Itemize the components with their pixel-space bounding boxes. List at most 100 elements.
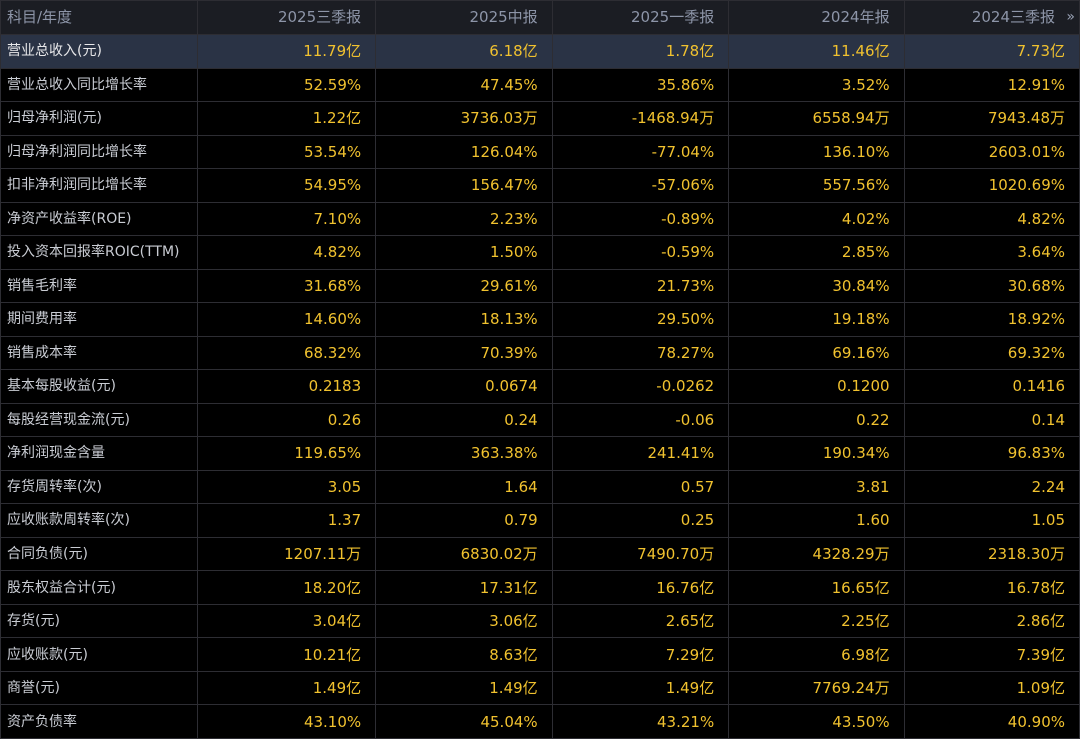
row-value-cell: -57.06% (551, 168, 730, 203)
row-value-cell: 16.65亿 (728, 570, 905, 605)
row-label: 存货周转率(次) (0, 469, 199, 505)
row-value-cell: 70.39% (375, 335, 553, 371)
table-row[interactable]: 应收账款周转率(次) 1.37 0.79 0.25 1.60 1.05 (0, 503, 1080, 538)
table-row[interactable]: 应收账款(元) 10.21亿 8.63亿 7.29亿 6.98亿 7.39亿 (0, 637, 1080, 672)
row-value-cell: 18.92% (903, 302, 1080, 337)
row-value-cell: 241.41% (551, 436, 730, 471)
row-value-cell: 1.78亿 (551, 34, 730, 69)
table-row[interactable]: 投入资本回报率ROIC(TTM) 4.82% 1.50% -0.59% 2.85% 3.6… (0, 235, 1080, 270)
row-value-cell: 35.86% (551, 67, 730, 103)
table-row[interactable]: 营业总收入(元) 11.79亿 6.18亿 1.78亿 11.46亿 7.73亿 (0, 34, 1080, 69)
row-value-cell: 12.91% (903, 67, 1080, 103)
row-label: 销售成本率 (0, 335, 199, 371)
header-period-2025q1[interactable]: 2025一季报 (551, 0, 730, 35)
row-label: 归母净利润(元) (0, 101, 199, 136)
row-value-cell: 0.0674 (375, 369, 553, 404)
table-row[interactable]: 资产负债率 43.10% 45.04% 43.21% 43.50% 40.90% (0, 704, 1080, 739)
row-value-cell: -77.04% (551, 134, 730, 170)
row-value-cell: 1.37 (197, 503, 377, 538)
row-value-cell: 1207.11万 (197, 536, 377, 572)
table-row[interactable]: 每股经营现金流(元) 0.26 0.24 -0.06 0.22 0.14 (0, 402, 1080, 438)
table-row[interactable]: 期间费用率 14.60% 18.13% 29.50% 19.18% 18.92% (0, 302, 1080, 337)
row-value-cell: 78.27% (551, 335, 730, 371)
row-value-cell: 0.57 (551, 469, 730, 505)
row-value-cell: 0.24 (375, 402, 553, 438)
row-value-cell: 4328.29万 (728, 536, 905, 572)
table-row[interactable]: 销售毛利率 31.68% 29.61% 21.73% 30.84% 30.68% (0, 268, 1080, 304)
row-value-cell: 1.50% (375, 235, 553, 270)
row-value-cell: 3.05 (197, 469, 377, 505)
row-value-cell: 68.32% (197, 335, 377, 371)
row-value-cell: 4.82% (903, 201, 1080, 237)
table-row[interactable]: 归母净利润(元) 1.22亿 3736.03万 -1468.94万 6558.94万 79… (0, 101, 1080, 136)
table-row[interactable]: 净资产收益率(ROE) 7.10% 2.23% -0.89% 4.02% 4.82% (0, 201, 1080, 237)
row-value-cell: -1468.94万 (551, 101, 730, 136)
row-value-cell: 7490.70万 (551, 536, 730, 572)
table-row[interactable]: 营业总收入同比增长率 52.59% 47.45% 35.86% 3.52% 12.91% (0, 67, 1080, 103)
row-value-cell: 119.65% (197, 436, 377, 471)
row-label: 营业总收入同比增长率 (0, 67, 199, 103)
row-label: 期间费用率 (0, 302, 199, 337)
row-value-cell: 54.95% (197, 168, 377, 203)
expand-columns-icon[interactable]: » (1066, 9, 1075, 25)
row-value-cell: 4.82% (197, 235, 377, 270)
row-value-cell: 6.98亿 (728, 637, 905, 672)
table-row[interactable]: 归母净利润同比增长率 53.54% 126.04% -77.04% 136.10% 260… (0, 134, 1080, 170)
row-value-cell: 7943.48万 (903, 101, 1080, 136)
row-value-cell: 0.26 (197, 402, 377, 438)
row-value-cell: 18.13% (375, 302, 553, 337)
row-value-cell: 3.04亿 (197, 603, 377, 639)
row-value-cell: 2.86亿 (903, 603, 1080, 639)
row-value-cell: 2.23% (375, 201, 553, 237)
row-value-cell: -0.89% (551, 201, 730, 237)
row-value-cell: 10.21亿 (197, 637, 377, 672)
table-row[interactable]: 基本每股收益(元) 0.2183 0.0674 -0.0262 0.1200 0.1416 (0, 369, 1080, 404)
row-value-cell: 30.68% (903, 268, 1080, 304)
row-value-cell: 3.06亿 (375, 603, 553, 639)
row-value-cell: 53.54% (197, 134, 377, 170)
row-value-cell: 2318.30万 (903, 536, 1080, 572)
row-value-cell: 1.22亿 (197, 101, 377, 136)
row-label: 扣非净利润同比增长率 (0, 168, 199, 203)
row-value-cell: 52.59% (197, 67, 377, 103)
row-value-cell: 7.39亿 (903, 637, 1080, 672)
row-value-cell: 69.32% (903, 335, 1080, 371)
row-value-cell: 17.31亿 (375, 570, 553, 605)
row-value-cell: 2.24 (903, 469, 1080, 505)
header-period-2024fy[interactable]: 2024年报 (728, 0, 905, 35)
row-value-cell: 29.61% (375, 268, 553, 304)
row-label: 合同负债(元) (0, 536, 199, 572)
row-value-cell: 43.50% (728, 704, 905, 739)
table-row[interactable]: 股东权益合计(元) 18.20亿 17.31亿 16.76亿 16.65亿 16.78亿 (0, 570, 1080, 605)
table-row[interactable]: 商誉(元) 1.49亿 1.49亿 1.49亿 7769.24万 1.09亿 (0, 670, 1080, 706)
table-row[interactable]: 存货(元) 3.04亿 3.06亿 2.65亿 2.25亿 2.86亿 (0, 603, 1080, 639)
row-label: 应收账款周转率(次) (0, 503, 199, 538)
row-value-cell: 18.20亿 (197, 570, 377, 605)
header-period-2024q3[interactable]: 2024三季报 » (903, 0, 1080, 35)
row-value-cell: 11.46亿 (728, 34, 905, 69)
table-row[interactable]: 销售成本率 68.32% 70.39% 78.27% 69.16% 69.32% (0, 335, 1080, 371)
row-value-cell: 363.38% (375, 436, 553, 471)
header-period-2024q3-label: 2024三季报 (971, 8, 1055, 26)
row-value-cell: 8.63亿 (375, 637, 553, 672)
row-value-cell: 45.04% (375, 704, 553, 739)
row-value-cell: 1.09亿 (903, 670, 1080, 706)
row-value-cell: 43.21% (551, 704, 730, 739)
row-label: 商誉(元) (0, 670, 199, 706)
row-value-cell: 1.05 (903, 503, 1080, 538)
row-label: 存货(元) (0, 603, 199, 639)
header-period-2025h1[interactable]: 2025中报 (375, 0, 553, 35)
table-row[interactable]: 净利润现金含量 119.65% 363.38% 241.41% 190.34% 96.83… (0, 436, 1080, 471)
row-value-cell: 557.56% (728, 168, 905, 203)
table-row[interactable]: 存货周转率(次) 3.05 1.64 0.57 3.81 2.24 (0, 469, 1080, 505)
row-value-cell: 7.10% (197, 201, 377, 237)
table-row[interactable]: 扣非净利润同比增长率 54.95% 156.47% -57.06% 557.56% 102… (0, 168, 1080, 203)
row-value-cell: 1.49亿 (375, 670, 553, 706)
row-label: 应收账款(元) (0, 637, 199, 672)
table-header-row: 科目/年度 2025三季报 2025中报 2025一季报 2024年报 2024… (0, 0, 1080, 35)
table-row[interactable]: 合同负债(元) 1207.11万 6830.02万 7490.70万 4328.29万 2… (0, 536, 1080, 572)
row-value-cell: 1020.69% (903, 168, 1080, 203)
row-value-cell: 43.10% (197, 704, 377, 739)
header-period-2025q3[interactable]: 2025三季报 (197, 0, 377, 35)
